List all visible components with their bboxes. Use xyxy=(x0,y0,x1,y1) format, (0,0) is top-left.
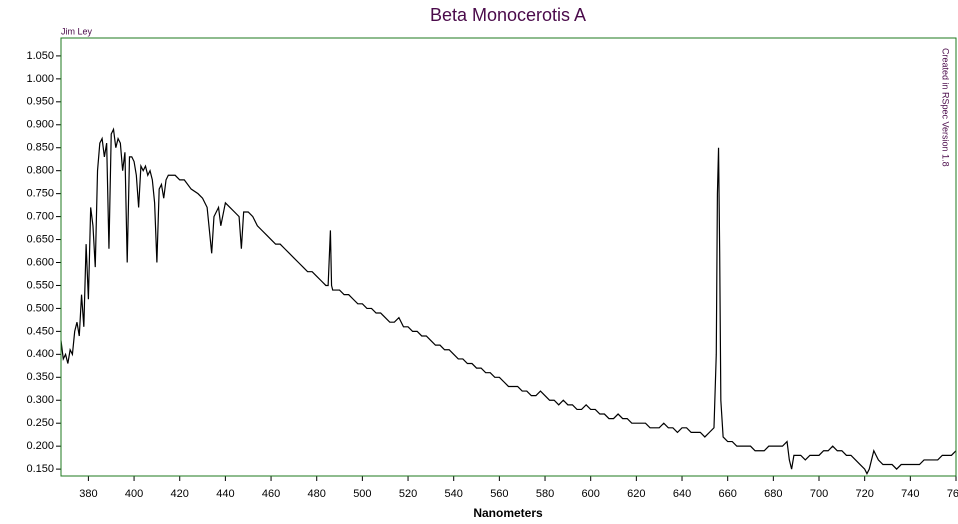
x-tick-label: 620 xyxy=(627,488,645,500)
x-tick-label: 680 xyxy=(764,488,782,500)
x-tick-label: 460 xyxy=(262,488,280,500)
y-tick-label: 0.550 xyxy=(26,279,54,291)
y-tick-label: 0.150 xyxy=(26,463,54,475)
y-tick-label: 0.350 xyxy=(26,371,54,383)
x-tick-label: 760 xyxy=(947,488,958,500)
x-tick-label: 440 xyxy=(216,488,234,500)
y-tick-label: 0.600 xyxy=(26,256,54,268)
y-tick-label: 0.500 xyxy=(26,302,54,314)
x-tick-label: 540 xyxy=(445,488,463,500)
y-tick-label: 0.700 xyxy=(26,211,54,223)
plot-frame xyxy=(60,37,957,477)
x-tick-label: 520 xyxy=(399,488,417,500)
y-tick-label: 0.650 xyxy=(26,233,54,245)
y-tick-label: 0.850 xyxy=(26,142,54,154)
x-tick-label: 660 xyxy=(719,488,737,500)
y-tick-label: 0.950 xyxy=(26,96,54,108)
x-tick-label: 480 xyxy=(308,488,326,500)
x-tick-label: 400 xyxy=(125,488,143,500)
x-tick-label: 560 xyxy=(490,488,508,500)
y-tick-label: 0.400 xyxy=(26,348,54,360)
chart-title: Beta Monocerotis A xyxy=(430,5,586,25)
x-tick-label: 500 xyxy=(353,488,371,500)
x-tick-label: 420 xyxy=(171,488,189,500)
x-tick-label: 580 xyxy=(536,488,554,500)
software-note: Created in RSpec Version 1.8 xyxy=(941,48,951,167)
y-tick-label: 0.300 xyxy=(26,394,54,406)
x-axis-label: Nanometers xyxy=(473,506,543,520)
y-tick-label: 0.900 xyxy=(26,119,54,131)
x-tick-label: 380 xyxy=(79,488,97,500)
x-tick-label: 700 xyxy=(810,488,828,500)
y-tick-label: 0.750 xyxy=(26,188,54,200)
y-tick-label: 1.050 xyxy=(26,50,54,62)
y-tick-label: 0.200 xyxy=(26,440,54,452)
x-tick-label: 600 xyxy=(582,488,600,500)
x-tick-label: 740 xyxy=(901,488,919,500)
x-tick-label: 720 xyxy=(855,488,873,500)
y-tick-label: 0.250 xyxy=(26,417,54,429)
y-tick-label: 0.800 xyxy=(26,165,54,177)
spectrum-line xyxy=(60,127,957,476)
y-tick-label: 1.000 xyxy=(26,73,54,85)
author: Jim Ley xyxy=(61,26,93,36)
x-tick-label: 640 xyxy=(673,488,691,500)
y-tick-label: 0.450 xyxy=(26,325,54,337)
